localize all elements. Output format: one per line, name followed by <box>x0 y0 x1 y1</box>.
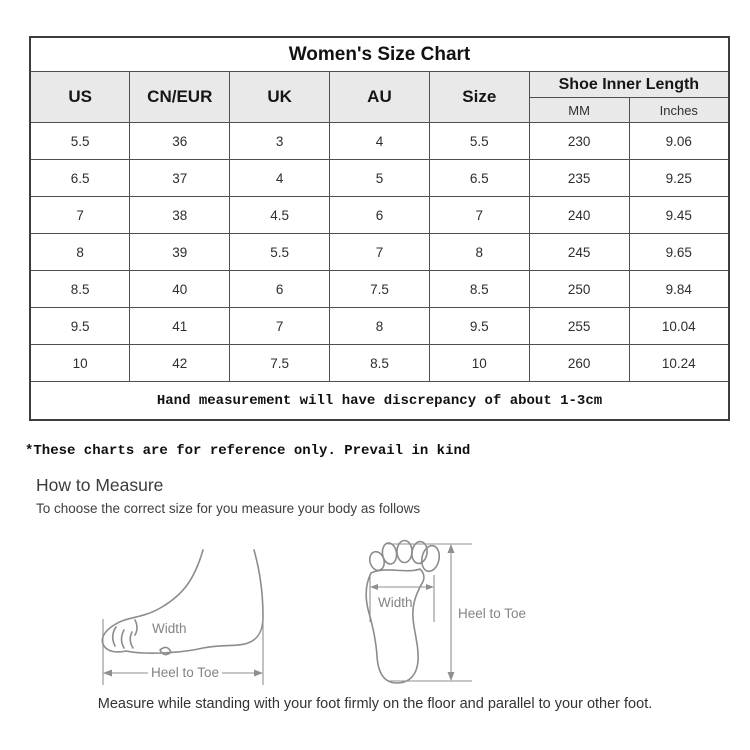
size-cell: 235 <box>528 159 630 197</box>
col-header-inches: Inches <box>628 97 730 123</box>
size-cell: 5.5 <box>29 122 131 160</box>
side-width-label: Width <box>152 621 187 636</box>
reference-disclaimer: *These charts are for reference only. Pr… <box>25 443 471 459</box>
size-cell: 230 <box>528 122 630 160</box>
size-cell: 39 <box>129 233 231 271</box>
size-cell: 4.5 <box>229 196 331 234</box>
size-cell: 8.5 <box>29 270 131 308</box>
foot-sole-diagram: Width Heel to Toe <box>365 539 526 684</box>
col-header-uk: UK <box>229 71 331 123</box>
toe-line-icon <box>120 629 125 649</box>
size-cell: 9.65 <box>628 233 730 271</box>
size-cell: 3 <box>229 122 331 160</box>
toe-icon <box>411 540 428 565</box>
size-cell: 5.5 <box>428 122 530 160</box>
size-cell: 7.5 <box>329 270 430 308</box>
size-cell: 7 <box>329 233 430 271</box>
size-cell: 42 <box>129 344 231 382</box>
size-cell: 9.84 <box>628 270 730 308</box>
arrow-right-icon <box>426 584 434 590</box>
foot-side-outline-icon <box>101 549 264 654</box>
arrow-right-icon <box>254 669 263 677</box>
size-cell: 4 <box>229 159 331 197</box>
col-header-au: AU <box>329 71 430 123</box>
size-chart-table: Women's Size Chart US CN/EUR UK AU Size … <box>29 36 730 421</box>
subheader-row: MM Inches <box>30 97 730 123</box>
how-to-measure-instruction: To choose the correct size for you measu… <box>36 501 421 516</box>
toe-line-icon <box>111 626 117 647</box>
title-row: Women's Size Chart <box>29 36 730 72</box>
measure-caption: Measure while standing with your foot fi… <box>97 696 653 712</box>
size-cell: 4 <box>329 122 430 160</box>
size-cell: 245 <box>528 233 630 271</box>
size-cell: 5.5 <box>229 233 331 271</box>
size-cell: 9.06 <box>628 122 730 160</box>
size-cell: 37 <box>129 159 231 197</box>
size-cell: 7.5 <box>229 344 331 382</box>
size-cell: 6 <box>329 196 430 234</box>
size-cell: 38 <box>129 196 231 234</box>
side-length-label: Heel to Toe <box>151 665 219 680</box>
table-title: Women's Size Chart <box>29 36 730 72</box>
size-cell: 10.04 <box>628 307 730 345</box>
size-cell: 9.45 <box>628 196 730 234</box>
col-header-cn-eur: CN/EUR <box>129 71 231 123</box>
toe-line-icon <box>134 619 138 636</box>
table-row: 8 39 5.5 7 8 245 9.65 <box>29 233 730 271</box>
size-cell: 9.5 <box>428 307 530 345</box>
size-cell: 8 <box>428 233 530 271</box>
toe-line-icon <box>129 631 134 649</box>
size-cell: 255 <box>528 307 630 345</box>
note-row: Hand measurement will have discrepancy o… <box>29 381 730 421</box>
size-cell: 7 <box>29 196 131 234</box>
size-cell: 10.24 <box>628 344 730 382</box>
arrow-up-icon <box>447 544 455 553</box>
size-cell: 5 <box>329 159 430 197</box>
size-cell: 41 <box>129 307 231 345</box>
table-row: 9.5 41 7 8 9.5 255 10.04 <box>29 307 730 345</box>
foot-sole-outline-icon <box>365 568 425 684</box>
arch-line-icon <box>159 646 172 656</box>
table-row: 5.5 36 3 4 5.5 230 9.06 <box>29 122 730 160</box>
header-row: US CN/EUR UK AU Size Shoe Inner Length <box>29 71 730 123</box>
foot-side-diagram: Width Heel to Toe <box>101 549 264 685</box>
size-cell: 8.5 <box>329 344 430 382</box>
size-cell: 240 <box>528 196 630 234</box>
size-cell: 6.5 <box>428 159 530 197</box>
size-cell: 8 <box>29 233 131 271</box>
arrow-left-icon <box>370 584 378 590</box>
size-cell: 7 <box>229 307 331 345</box>
size-cell: 9.25 <box>628 159 730 197</box>
size-cell: 10 <box>428 344 530 382</box>
size-cell: 8 <box>329 307 430 345</box>
size-cell: 40 <box>129 270 231 308</box>
arrow-left-icon <box>103 669 112 677</box>
size-cell: 8.5 <box>428 270 530 308</box>
sole-width-label: Width <box>378 595 413 610</box>
big-toe-icon <box>420 544 441 573</box>
size-cell: 260 <box>528 344 630 382</box>
table-row: 7 38 4.5 6 7 240 9.45 <box>29 196 730 234</box>
arrow-down-icon <box>447 672 455 681</box>
size-cell: 6.5 <box>29 159 131 197</box>
size-cell: 9.5 <box>29 307 131 345</box>
col-header-us: US <box>29 71 131 123</box>
table-row: 8.5 40 6 7.5 8.5 250 9.84 <box>29 270 730 308</box>
size-cell: 36 <box>129 122 231 160</box>
table-row: 10 42 7.5 8.5 10 260 10.24 <box>29 344 730 382</box>
table-row: 6.5 37 4 5 6.5 235 9.25 <box>29 159 730 197</box>
size-cell: 250 <box>528 270 630 308</box>
toe-icon <box>368 550 386 572</box>
size-cell: 6 <box>229 270 331 308</box>
how-to-measure-heading: How to Measure <box>36 475 164 495</box>
measurement-note: Hand measurement will have discrepancy o… <box>29 381 730 421</box>
size-cell: 10 <box>29 344 131 382</box>
col-header-mm: MM <box>528 97 630 123</box>
col-header-shoe-inner-length: Shoe Inner Length <box>528 71 730 98</box>
size-cell: 7 <box>428 196 530 234</box>
size-table-body: 5.5 36 3 4 5.5 230 9.06 6.5 37 4 5 6.5 235 9.25 7 38 4.5… <box>29 122 730 382</box>
sole-length-label: Heel to Toe <box>458 606 526 621</box>
col-header-size: Size <box>428 71 530 123</box>
